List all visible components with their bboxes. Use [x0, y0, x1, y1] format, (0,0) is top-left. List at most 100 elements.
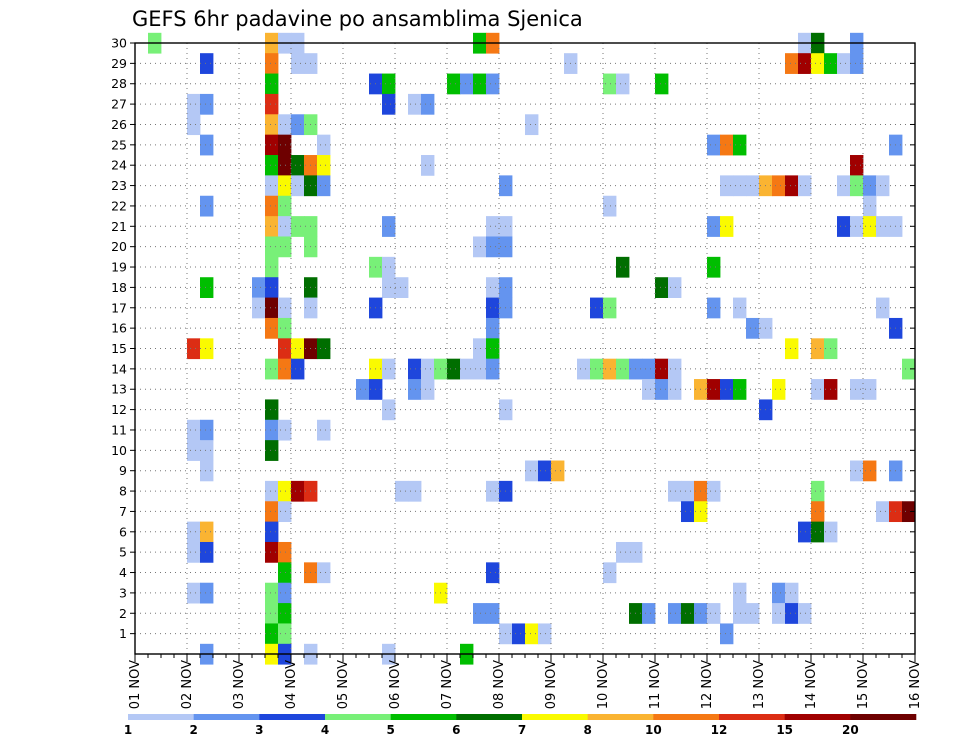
- x-tick-label: 03 NOV: [232, 660, 247, 709]
- data-cell: [265, 419, 279, 441]
- data-cell: [538, 460, 552, 482]
- data-cell: [200, 582, 214, 604]
- data-cell: [850, 379, 864, 400]
- data-cell: [265, 297, 279, 319]
- y-tick-label: 11: [111, 422, 127, 437]
- data-cell: [200, 93, 214, 115]
- data-cell: [772, 175, 786, 197]
- data-cell: [200, 419, 214, 441]
- colorbar-swatch: [325, 714, 391, 720]
- data-cell: [603, 562, 617, 584]
- data-cell: [265, 216, 279, 237]
- data-cell: [317, 562, 331, 584]
- data-cell: [486, 358, 500, 380]
- data-cell: [278, 175, 292, 197]
- y-tick-label: 21: [111, 219, 127, 234]
- data-cell: [408, 93, 422, 115]
- data-cell: [317, 419, 331, 441]
- data-cell: [603, 297, 617, 319]
- data-cell: [707, 297, 721, 319]
- y-tick-label: 24: [111, 158, 127, 173]
- y-tick-label: 8: [119, 484, 127, 499]
- data-cell: [876, 501, 890, 523]
- data-cell: [811, 521, 825, 543]
- data-cell: [486, 603, 500, 624]
- data-cell: [486, 338, 500, 360]
- data-cell: [278, 195, 292, 217]
- y-tick-label: 26: [111, 117, 127, 132]
- data-cell: [863, 175, 877, 197]
- data-cell: [733, 603, 747, 624]
- colorbar-swatch: [850, 714, 917, 720]
- data-cell: [811, 379, 825, 400]
- y-tick-label: 20: [111, 239, 127, 254]
- data-cell: [837, 216, 851, 237]
- data-cell: [200, 53, 214, 74]
- data-cell: [278, 358, 292, 380]
- data-cell: [421, 93, 435, 115]
- data-cell: [603, 358, 617, 380]
- data-cell: [278, 155, 292, 176]
- data-cell: [291, 155, 305, 176]
- data-cell: [395, 277, 409, 298]
- data-cell: [655, 379, 669, 400]
- data-cell: [902, 501, 916, 523]
- data-cell: [902, 358, 916, 380]
- data-cell: [265, 582, 279, 604]
- x-tick-label: 07 NOV: [440, 660, 455, 709]
- data-cell: [551, 460, 565, 482]
- data-cell: [460, 358, 474, 380]
- data-cell: [278, 541, 292, 563]
- data-cell: [577, 358, 591, 380]
- data-cell: [616, 73, 630, 95]
- data-cell: [720, 134, 734, 156]
- data-cell: [278, 623, 292, 645]
- data-cell: [876, 175, 890, 197]
- colorbar-swatch: [390, 714, 457, 720]
- data-cell: [837, 53, 851, 74]
- data-cell: [655, 277, 669, 298]
- data-cell: [473, 338, 487, 360]
- x-tick-label: 08 NOV: [492, 660, 507, 709]
- data-cells: [148, 32, 916, 665]
- data-cell: [473, 358, 487, 380]
- data-cell: [382, 93, 396, 115]
- data-cell: [720, 216, 734, 237]
- data-cell: [265, 73, 279, 95]
- data-cell: [733, 297, 747, 319]
- colorbar-tick-label: 7: [518, 723, 526, 737]
- colorbar-swatch: [587, 714, 654, 720]
- colorbar-tick-label: 12: [711, 723, 728, 737]
- data-cell: [486, 216, 500, 237]
- data-cell: [772, 603, 786, 624]
- data-cell: [863, 216, 877, 237]
- data-cell: [616, 358, 630, 380]
- data-cell: [616, 256, 630, 278]
- data-cell: [278, 317, 292, 339]
- y-tick-label: 27: [111, 97, 127, 112]
- data-cell: [850, 53, 864, 74]
- colorbar-tick-label: 4: [321, 723, 329, 737]
- data-cell: [265, 175, 279, 197]
- data-cell: [187, 521, 201, 543]
- data-cell: [382, 399, 396, 421]
- data-cell: [382, 73, 396, 95]
- data-cell: [772, 379, 786, 400]
- x-tick-label: 14 NOV: [804, 660, 819, 709]
- data-cell: [798, 521, 812, 543]
- data-cell: [200, 460, 214, 482]
- colorbar-tick-label: 2: [189, 723, 197, 737]
- data-cell: [265, 623, 279, 645]
- colorbar-swatch: [784, 714, 851, 720]
- data-cell: [265, 480, 279, 502]
- x-tick-label: 15 NOV: [856, 660, 871, 709]
- data-cell: [291, 338, 305, 360]
- data-cell: [733, 379, 747, 400]
- data-cell: [707, 603, 721, 624]
- data-cell: [863, 460, 877, 482]
- data-cell: [200, 195, 214, 217]
- y-tick-label: 10: [111, 443, 127, 458]
- colorbar-swatch: [128, 714, 194, 720]
- y-tick-label: 30: [111, 36, 127, 51]
- data-cell: [200, 277, 214, 298]
